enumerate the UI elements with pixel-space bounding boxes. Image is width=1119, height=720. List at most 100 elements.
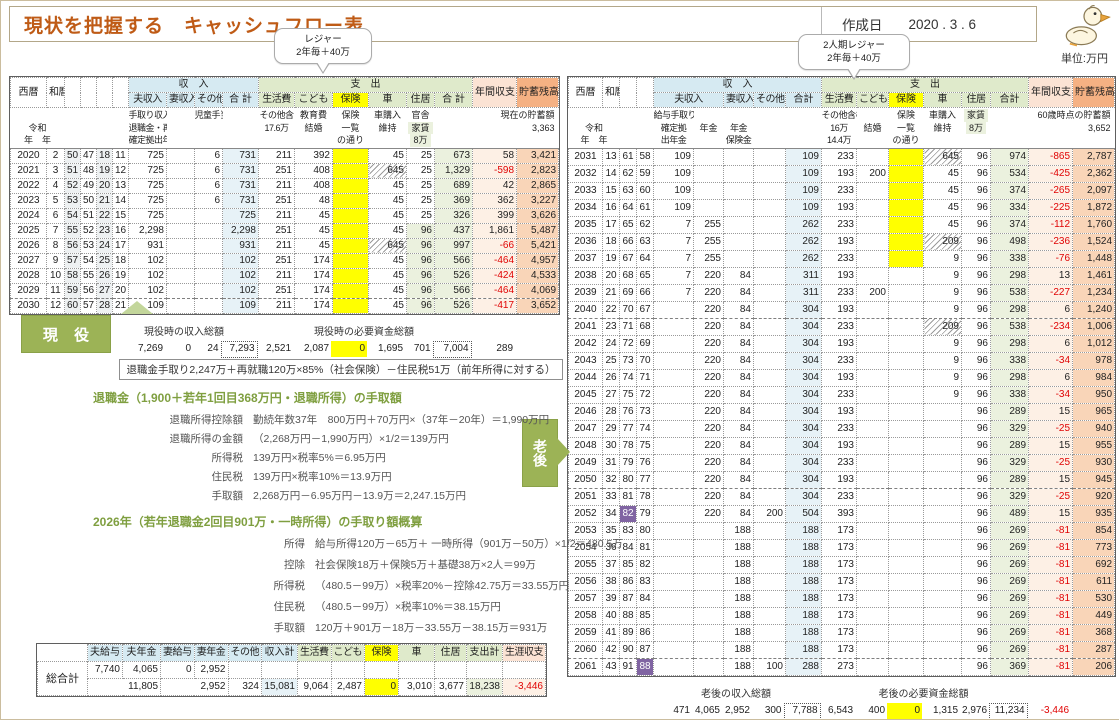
table-cell[interactable]: -81: [1028, 538, 1074, 557]
table-cell[interactable]: [194, 282, 223, 299]
table-cell[interactable]: 193: [821, 266, 857, 285]
col-header-car[interactable]: 車: [368, 92, 407, 108]
table-cell[interactable]: 8: [46, 237, 65, 254]
table-cell[interactable]: [723, 232, 754, 251]
table-cell[interactable]: 2051: [568, 487, 603, 506]
table-cell[interactable]: 16: [602, 198, 620, 217]
table-cell[interactable]: [923, 487, 962, 506]
table-cell[interactable]: 7,293: [220, 340, 258, 358]
table-cell[interactable]: 78: [636, 487, 654, 506]
table-cell[interactable]: 43: [602, 657, 620, 676]
table-cell[interactable]: 209: [923, 317, 962, 336]
table-cell[interactable]: 2026: [10, 237, 47, 254]
table-cell[interactable]: 193: [821, 198, 857, 217]
table-cell[interactable]: [693, 657, 724, 676]
table-cell[interactable]: 645: [923, 147, 962, 166]
table-cell[interactable]: 273: [821, 657, 857, 676]
table-cell[interactable]: [466, 661, 503, 679]
table-cell[interactable]: [332, 267, 369, 284]
table-cell[interactable]: 96: [961, 402, 991, 421]
table-cell[interactable]: -464: [472, 252, 518, 269]
table-cell[interactable]: [753, 453, 786, 472]
table-cell[interactable]: 67: [619, 249, 637, 268]
col-header-other[interactable]: その他: [753, 92, 786, 108]
table-cell[interactable]: [332, 252, 369, 269]
table-cell[interactable]: [194, 237, 223, 254]
table-cell[interactable]: 56: [80, 282, 97, 299]
gt-header[interactable]: 生涯収支: [502, 644, 546, 662]
table-cell[interactable]: [753, 436, 786, 455]
table-cell[interactable]: 188: [723, 623, 754, 642]
table-cell[interactable]: [888, 538, 924, 557]
table-cell[interactable]: [653, 487, 694, 506]
table-cell[interactable]: 1,461: [1072, 266, 1116, 285]
table-cell[interactable]: -265: [1028, 181, 1074, 200]
col-header-housing[interactable]: 住居: [406, 92, 435, 108]
table-cell[interactable]: 6: [46, 207, 65, 224]
table-cell[interactable]: [753, 419, 786, 438]
table-cell[interactable]: 731: [222, 192, 259, 209]
table-cell[interactable]: 76: [619, 402, 637, 421]
table-cell[interactable]: 109: [785, 147, 822, 166]
col-header-total-out[interactable]: 合 計: [433, 92, 474, 108]
table-cell[interactable]: 14: [602, 164, 620, 183]
table-cell[interactable]: 102: [222, 267, 259, 284]
table-cell[interactable]: 304: [785, 402, 822, 421]
table-cell[interactable]: 96: [961, 453, 991, 472]
table-cell[interactable]: 26: [96, 267, 113, 284]
table-cell[interactable]: 692: [1072, 555, 1116, 574]
gt-header[interactable]: 夫給与: [87, 644, 123, 662]
table-cell[interactable]: 61: [636, 198, 654, 217]
table-cell[interactable]: 84: [723, 470, 754, 489]
table-cell[interactable]: 211: [258, 207, 295, 224]
table-cell[interactable]: 58: [636, 147, 654, 166]
table-cell[interactable]: 7: [653, 283, 694, 302]
col-header-wife[interactable]: 妻収入: [723, 92, 754, 108]
table-cell[interactable]: 72: [636, 385, 654, 404]
table-cell[interactable]: [856, 487, 889, 506]
table-cell[interactable]: 66: [636, 283, 654, 302]
table-cell[interactable]: 7: [653, 232, 694, 251]
col-header-age[interactable]: [112, 77, 129, 108]
table-cell[interactable]: [166, 147, 195, 164]
table-cell[interactable]: 0: [364, 678, 399, 696]
table-cell[interactable]: 731: [222, 177, 259, 194]
table-cell[interactable]: 24: [96, 237, 113, 254]
table-cell[interactable]: 77: [619, 419, 637, 438]
table-cell[interactable]: 7,004: [432, 340, 472, 358]
table-cell[interactable]: 58: [64, 267, 81, 284]
table-cell[interactable]: 15: [112, 207, 129, 224]
col-header-annual[interactable]: 年間収支: [1028, 77, 1074, 108]
table-cell[interactable]: [753, 215, 786, 234]
table-cell[interactable]: -81: [1028, 555, 1074, 574]
group-header-income[interactable]: 収 入: [653, 77, 822, 93]
table-cell[interactable]: 96: [961, 232, 991, 251]
table-cell[interactable]: 9: [923, 249, 962, 268]
table-cell[interactable]: 109: [653, 181, 694, 200]
table-cell[interactable]: [166, 237, 195, 254]
table-cell[interactable]: 9: [923, 385, 962, 404]
table-cell[interactable]: [653, 334, 694, 353]
table-cell[interactable]: 289: [496, 343, 514, 354]
table-cell[interactable]: 220: [693, 334, 724, 353]
table-cell[interactable]: 233: [821, 351, 857, 370]
table-cell[interactable]: [332, 237, 369, 254]
table-cell[interactable]: 25: [406, 207, 435, 224]
table-cell[interactable]: 25: [96, 252, 113, 269]
table-cell[interactable]: 87: [636, 640, 654, 659]
table-cell[interactable]: 6: [1028, 300, 1074, 319]
table-cell[interactable]: 304: [785, 419, 822, 438]
table-cell[interactable]: 955: [1072, 436, 1116, 455]
table-cell[interactable]: 84: [723, 266, 754, 285]
table-cell[interactable]: 269: [989, 589, 1030, 608]
table-cell[interactable]: 233: [821, 317, 857, 336]
table-cell[interactable]: 2049: [568, 453, 603, 472]
table-cell[interactable]: 2,952: [160, 678, 229, 696]
table-cell[interactable]: [888, 589, 924, 608]
table-cell[interactable]: 96: [961, 368, 991, 387]
table-cell[interactable]: 84: [723, 300, 754, 319]
table-cell[interactable]: 102: [222, 282, 259, 299]
table-cell[interactable]: 18: [96, 147, 113, 164]
table-cell[interactable]: [923, 623, 962, 642]
table-cell[interactable]: [653, 572, 694, 591]
